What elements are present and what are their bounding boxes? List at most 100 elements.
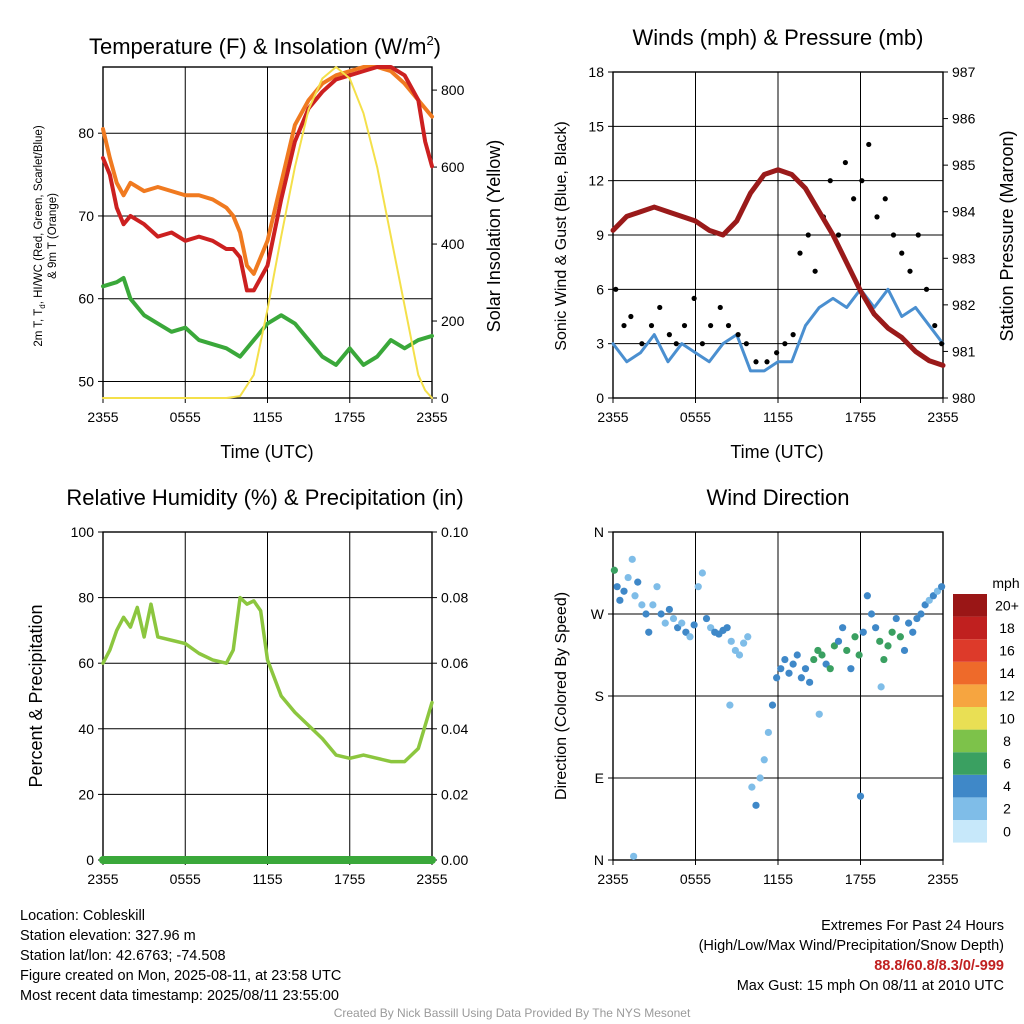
temp-ytick-label-left: 50 xyxy=(78,373,94,389)
wind-gust-point xyxy=(812,268,818,274)
wind-gust-point xyxy=(753,359,759,365)
temp-ytick-label-right: 0 xyxy=(441,390,449,406)
dir-point xyxy=(613,583,621,591)
rh-ytick-label-right: 0.00 xyxy=(441,852,468,868)
dir-point xyxy=(645,628,653,636)
wind-gust-point xyxy=(764,359,770,365)
temp-ytick-label-right: 200 xyxy=(441,313,465,329)
dir-xtick-label: 0555 xyxy=(680,871,711,887)
dir-point xyxy=(867,610,876,618)
wind-ytick-label-right: 986 xyxy=(952,111,976,127)
rh-ytick-label-left: 80 xyxy=(78,590,94,606)
wind-series-line xyxy=(611,287,945,373)
wind-xlabel: Time (UTC) xyxy=(730,442,823,462)
wind-gust-point xyxy=(907,268,913,274)
dir-point xyxy=(905,619,913,627)
wind-xtick-label: 2355 xyxy=(597,409,628,425)
temp-ylabel-right: Solar Insolation (Yellow) xyxy=(484,140,504,332)
legend-label: 18 xyxy=(999,620,1015,636)
wind-gust-point xyxy=(874,214,880,220)
temp-ytick-label-right: 400 xyxy=(441,236,465,252)
dir-point xyxy=(921,601,929,609)
dir-point xyxy=(723,624,731,632)
dir-point xyxy=(682,628,690,636)
dir-ytick-label: E xyxy=(595,770,604,786)
rh-xtick-label: 0555 xyxy=(170,871,201,887)
rh-xtick-label: 1755 xyxy=(334,871,365,887)
wind-gust-point xyxy=(691,295,697,301)
dir-point xyxy=(744,633,752,641)
station-elevation: Station elevation: 327.96 m xyxy=(20,928,196,944)
legend-swatch xyxy=(953,684,987,707)
rh-ytick-label-left: 100 xyxy=(71,524,95,540)
legend-swatch xyxy=(953,616,987,640)
wind-series-line xyxy=(610,167,946,368)
legend-label: 8 xyxy=(1003,733,1011,749)
legend-label: 6 xyxy=(1003,756,1011,772)
wind-gust-point xyxy=(774,350,780,356)
temp-chart-title: Temperature (F) & Insolation (W/m2) xyxy=(89,33,441,59)
station-latlon: Station lat/lon: 42.6763; -74.508 xyxy=(20,948,226,964)
wind-ytick-label-left: 0 xyxy=(596,390,604,406)
dir-point xyxy=(628,555,636,563)
wind-gust-point xyxy=(805,232,811,238)
rh-ytick-label-right: 0.08 xyxy=(441,590,468,606)
figure-created: Figure created on Mon, 2025-08-11, at 23… xyxy=(20,968,342,984)
dir-point xyxy=(851,633,859,641)
rh-xtick-label: 2355 xyxy=(87,871,118,887)
wind-gust-point xyxy=(882,196,888,202)
dir-point xyxy=(620,587,628,595)
extremes-panel: Extremes For Past 24 Hours (High/Low/Max… xyxy=(699,916,1004,996)
dir-point xyxy=(847,665,855,673)
dir-ytick-label: S xyxy=(595,688,604,704)
dir-point xyxy=(877,683,885,691)
wind-gust-point xyxy=(613,286,619,292)
dir-point xyxy=(909,628,917,636)
dir-point xyxy=(839,624,847,632)
temp-series-line xyxy=(101,65,434,276)
dir-point xyxy=(888,628,896,636)
dir-point xyxy=(892,614,900,623)
wind-xtick-label: 0555 xyxy=(680,409,711,425)
wind-xtick-label: 1755 xyxy=(845,409,876,425)
dir-point xyxy=(781,655,789,664)
dir-point xyxy=(863,592,871,600)
legend-swatch xyxy=(953,820,987,843)
legend-label: 2 xyxy=(1003,801,1011,817)
wind-gust-point xyxy=(673,341,679,347)
wind-chart-title: Winds (mph) & Pressure (mb) xyxy=(633,25,924,50)
dir-point xyxy=(826,665,834,673)
dir-point xyxy=(773,674,781,682)
dir-point xyxy=(843,646,851,655)
legend-label: 12 xyxy=(999,688,1015,704)
temp-ytick-label-right: 600 xyxy=(441,159,465,175)
dir-chart-title: Wind Direction xyxy=(706,485,849,510)
temp-ytick-label-left: 70 xyxy=(78,208,94,224)
rh-ytick-label-right: 0.04 xyxy=(441,721,468,737)
legend-label: 20+ xyxy=(995,597,1019,613)
legend-swatch xyxy=(953,639,987,662)
dir-point xyxy=(657,610,665,618)
wind-ylabel-left: Sonic Wind & Gust (Blue, Black) xyxy=(553,121,570,350)
dir-point xyxy=(678,619,686,627)
dir-point xyxy=(731,646,739,655)
credit-line: Created By Nick Bassill Using Data Provi… xyxy=(333,1006,691,1020)
wind-ytick-label-right: 980 xyxy=(952,390,976,406)
dir-point xyxy=(815,710,823,718)
temp-ylabel-left-line2: & 9m T (Orange) xyxy=(47,193,59,279)
dir-point xyxy=(698,569,706,577)
dir-point xyxy=(818,651,826,659)
station-info: Location: Cobleskill Station elevation: … xyxy=(20,906,341,1006)
legend-label: 4 xyxy=(1003,778,1011,794)
dir-point xyxy=(616,596,624,604)
dir-xtick-label: 1155 xyxy=(763,871,793,887)
temp-ytick-label-left: 80 xyxy=(78,125,94,141)
dir-point xyxy=(814,646,822,655)
wind-xtick-label: 1155 xyxy=(763,409,793,425)
dir-point xyxy=(649,601,657,609)
temp-xlabel: Time (UTC) xyxy=(220,442,313,462)
legend-swatch xyxy=(953,774,987,798)
legend-label: 0 xyxy=(1003,823,1011,839)
wind-gust-point xyxy=(717,304,723,311)
rh-ytick-label-left: 20 xyxy=(78,786,94,802)
